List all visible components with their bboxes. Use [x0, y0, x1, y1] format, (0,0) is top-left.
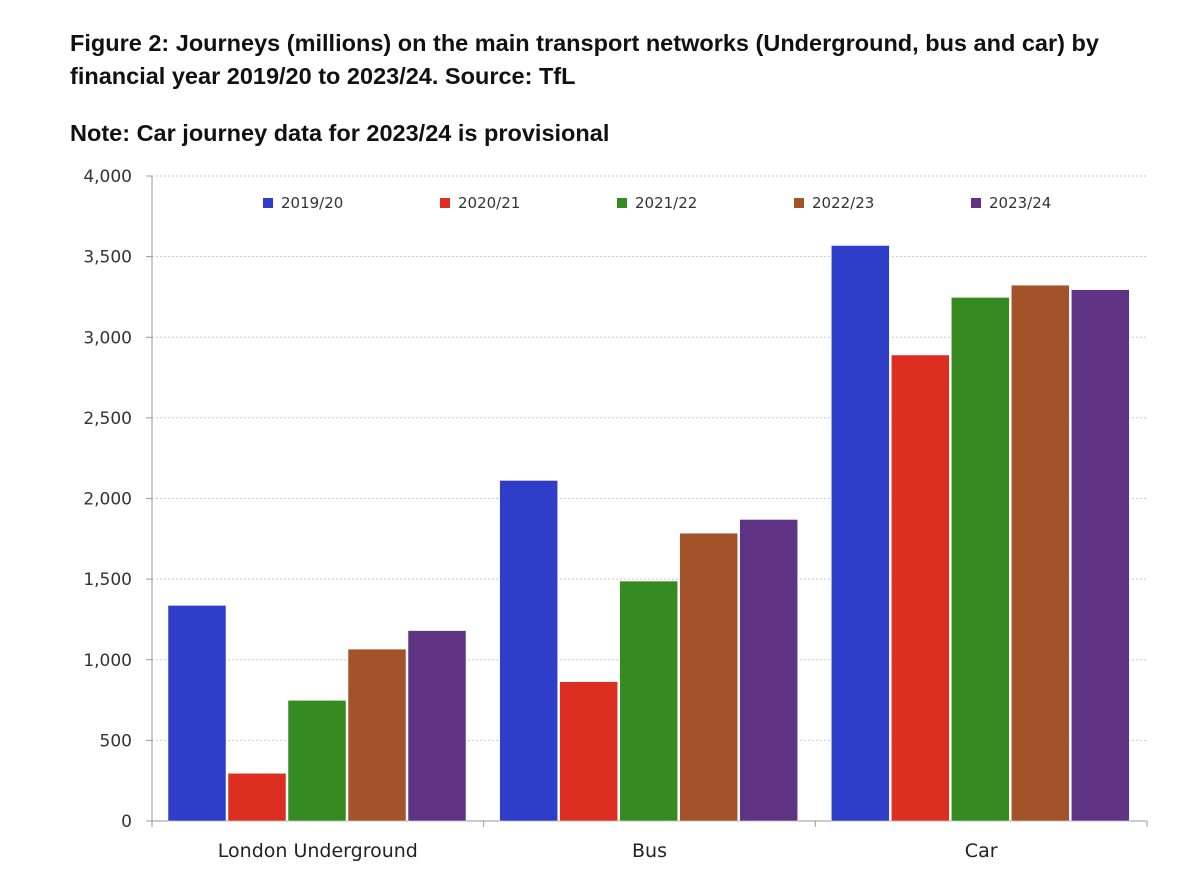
chart-note: Note: Car journey data for 2023/24 is pr… — [70, 120, 610, 146]
bar — [347, 648, 407, 822]
y-tick-label: 4,000 — [83, 167, 132, 187]
bar — [227, 773, 287, 822]
legend-swatch — [440, 198, 450, 208]
bar — [1011, 284, 1070, 822]
legend-swatch — [971, 198, 981, 208]
x-category-label: London Underground — [218, 840, 418, 862]
bar — [619, 580, 678, 822]
legend-label: 2020/21 — [458, 194, 520, 212]
bar — [831, 245, 890, 822]
y-tick-label: 2,500 — [83, 409, 132, 429]
legend-label: 2019/20 — [281, 194, 343, 212]
bar — [287, 700, 347, 822]
bar — [559, 681, 618, 822]
y-tick-label: 3,500 — [83, 248, 132, 268]
y-tick-label: 0 — [121, 812, 132, 832]
bar — [679, 532, 738, 822]
bar — [167, 605, 227, 822]
legend-label: 2023/24 — [989, 194, 1051, 212]
bar — [951, 297, 1010, 822]
chart-title: Figure 2: Journeys (millions) on the mai… — [70, 30, 1099, 89]
legend-label: 2021/22 — [635, 194, 697, 212]
legend-swatch — [263, 198, 273, 208]
y-tick-label: 2,000 — [83, 490, 132, 510]
bar — [499, 480, 558, 822]
legend-swatch — [617, 198, 627, 208]
legend-label: 2022/23 — [812, 194, 874, 212]
bar — [407, 630, 467, 822]
y-tick-label: 500 — [100, 731, 132, 751]
bar — [1071, 289, 1130, 822]
y-tick-label: 3,000 — [83, 328, 132, 348]
legend-swatch — [794, 198, 804, 208]
bar — [739, 519, 798, 822]
y-tick-label: 1,500 — [83, 570, 132, 590]
x-category-label: Bus — [632, 840, 667, 862]
y-tick-label: 1,000 — [83, 651, 132, 671]
x-category-label: Car — [965, 840, 998, 862]
bar — [891, 354, 950, 822]
